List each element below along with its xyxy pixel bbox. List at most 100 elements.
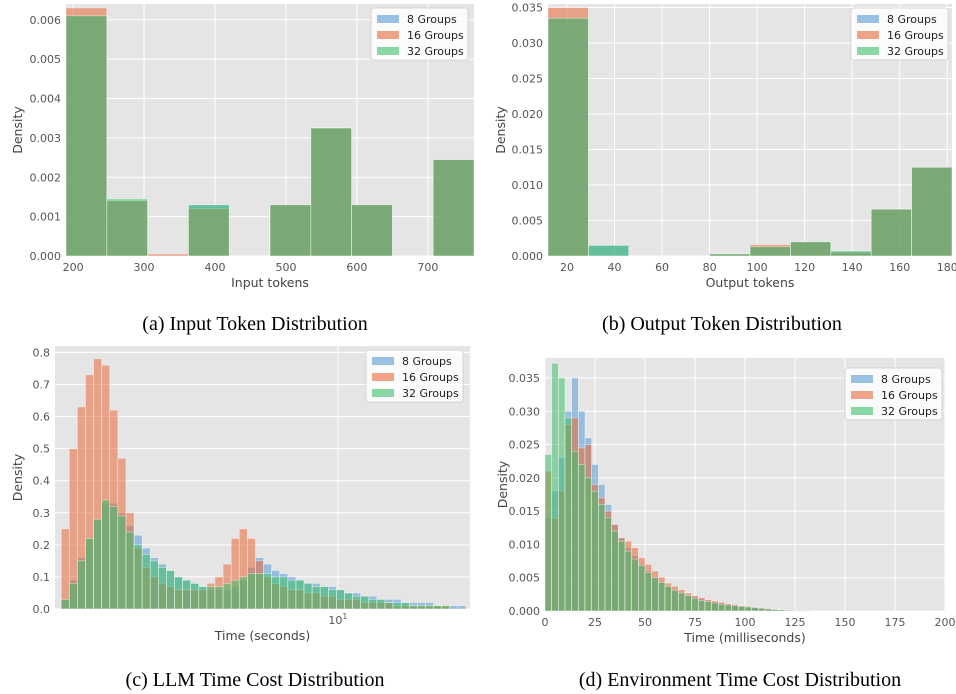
histogram-bar <box>804 610 812 612</box>
histogram-bar <box>255 573 264 610</box>
y-tick-label: 0.000 <box>512 250 544 263</box>
x-tick-label: 75 <box>688 616 702 629</box>
histogram-bar <box>618 540 626 612</box>
legend-label: 32 Groups <box>881 405 938 418</box>
series-32-groups <box>65 15 475 257</box>
histogram-bar <box>651 577 659 612</box>
legend-swatch <box>857 47 879 55</box>
histogram-bar <box>671 590 679 612</box>
y-tick-label: 0.020 <box>509 472 541 485</box>
x-tick-label: 0 <box>542 616 549 629</box>
histogram-bar <box>749 246 791 257</box>
histogram-bar <box>684 595 692 612</box>
legend: 8 Groups 16 Groups 32 Groups <box>850 7 949 61</box>
series-32-groups <box>547 17 953 257</box>
histogram-bar <box>351 204 393 257</box>
x-tick-label: 100 <box>735 616 756 629</box>
histogram-bar <box>591 490 599 612</box>
x-tick-label: 200 <box>935 616 956 629</box>
histogram-bar <box>133 544 143 610</box>
histogram-bar <box>109 506 119 610</box>
x-tick-label: 50 <box>638 616 652 629</box>
x-axis-label: Output tokens <box>706 275 795 290</box>
histogram-bar <box>704 601 712 612</box>
x-tick-label: 60 <box>655 261 669 274</box>
histogram-bar <box>271 576 281 610</box>
histogram-bar <box>269 204 312 257</box>
figure-caption: (d) Environment Time Cost Distribution <box>579 669 901 691</box>
histogram-bar <box>106 198 148 257</box>
histogram-bar <box>571 450 579 612</box>
y-tick-label: 0.030 <box>509 405 541 418</box>
x-tick-label: 160 <box>889 261 910 274</box>
histogram-bar <box>604 517 612 612</box>
y-tick-label: 0.005 <box>512 215 544 228</box>
x-tick-label: 140 <box>842 261 863 274</box>
histogram-bar <box>295 579 305 610</box>
histogram-bar <box>149 560 159 610</box>
series-32-groups <box>544 363 812 612</box>
y-tick-label: 0.001 <box>30 211 62 224</box>
histogram-bar <box>544 454 552 612</box>
histogram-bar <box>584 477 592 612</box>
histogram-bar <box>101 499 111 610</box>
x-tick-label: 600 <box>346 261 367 274</box>
histogram-bar <box>798 610 806 612</box>
histogram-bar <box>368 599 378 610</box>
histogram-bar <box>344 592 353 610</box>
histogram-bar <box>441 605 451 610</box>
histogram-bar <box>558 377 566 612</box>
chart-panel-4: 0.000 0.005 0.010 0.015 0.020 0.025 0.030 0.035… <box>495 358 956 645</box>
y-axis-label: Density <box>10 106 25 154</box>
histogram-bar <box>457 605 467 610</box>
histogram-bar <box>631 558 639 612</box>
histogram-bar <box>352 595 361 610</box>
x-tick-label: 500 <box>275 261 296 274</box>
histogram-bar <box>125 531 135 610</box>
histogram-bar <box>709 253 751 257</box>
y-tick-label: 0.010 <box>512 179 544 192</box>
histogram-bar <box>93 518 102 610</box>
histogram-bar <box>638 565 646 612</box>
x-tick-label: 80 <box>703 261 717 274</box>
legend-label: 16 Groups <box>402 371 459 384</box>
legend-label: 16 Groups <box>881 389 938 402</box>
x-tick-label: 25 <box>588 616 602 629</box>
histogram-bar <box>360 595 370 610</box>
histogram-bar <box>400 602 410 610</box>
histogram-bar <box>263 573 272 610</box>
histogram-bar <box>214 586 224 610</box>
y-tick-label: 0.006 <box>30 14 62 27</box>
histogram-bar <box>279 576 289 610</box>
y-tick-label: 0.005 <box>30 53 62 66</box>
legend: 8 Groups 16 Groups 32 Groups <box>365 349 464 403</box>
histogram-bar <box>449 605 459 610</box>
histogram-bar <box>564 417 572 612</box>
y-tick-label: 0.020 <box>512 108 544 121</box>
y-tick-label: 0.015 <box>509 505 541 518</box>
legend-label: 32 Groups <box>887 45 944 58</box>
histogram-bar <box>771 609 779 612</box>
legend-label: 8 Groups <box>402 355 452 368</box>
y-tick-label: 0.2 <box>33 539 51 552</box>
chart-panel-2: 0.000 0.005 0.010 0.015 0.020 0.025 0.030 0.035… <box>493 2 956 290</box>
histogram-bar <box>784 610 792 612</box>
chart-panel-1: 0.000 0.001 0.002 0.003 0.004 0.005 0.006 200 30… <box>10 4 475 290</box>
legend-label: 8 Groups <box>407 13 457 26</box>
histogram-bar <box>222 583 232 610</box>
x-tick-label: 20 <box>560 261 574 274</box>
histogram-bar <box>117 515 127 610</box>
legend-label: 8 Groups <box>887 13 937 26</box>
x-tick-label: 101 <box>328 612 347 627</box>
histogram-bar <box>790 241 832 257</box>
y-tick-label: 0.035 <box>509 372 541 385</box>
histogram-bar <box>310 127 352 257</box>
histogram-bar <box>830 250 872 257</box>
histogram-bar <box>551 363 559 612</box>
x-tick-label: 125 <box>785 616 806 629</box>
x-tick-label: 175 <box>885 616 906 629</box>
figure-caption: (b) Output Token Distribution <box>602 313 842 335</box>
histogram-bar <box>778 609 786 612</box>
x-tick-label: 300 <box>134 261 155 274</box>
